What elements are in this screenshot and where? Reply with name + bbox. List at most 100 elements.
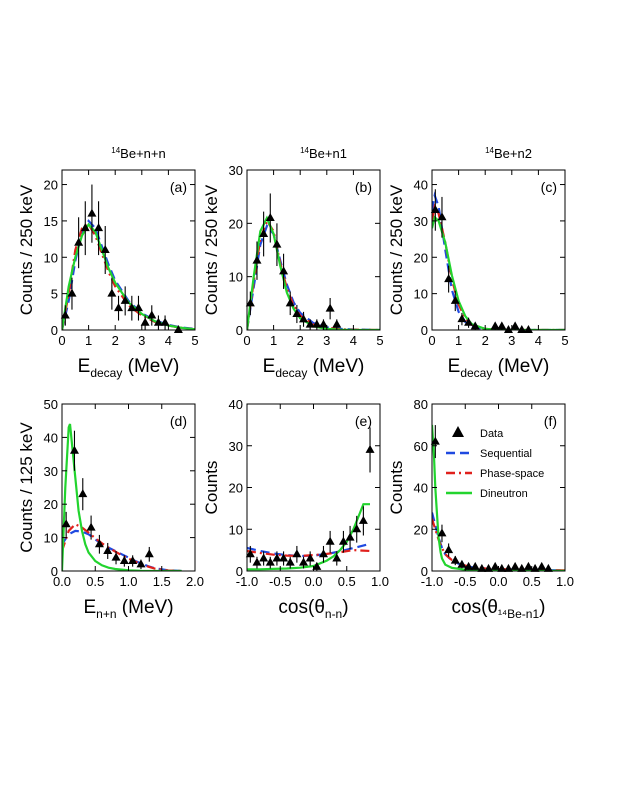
data-point-marker <box>272 553 282 562</box>
y-tick-label: 0 <box>236 323 243 338</box>
legend-data-marker <box>452 426 464 437</box>
legend: Data Sequential Phase-space Dineutron <box>446 426 544 500</box>
data-point-marker <box>285 298 295 307</box>
x-tick-label: 0.0 <box>304 574 322 589</box>
axes-frame <box>246 169 381 331</box>
data-point-marker <box>173 325 183 333</box>
data-point-marker <box>61 519 71 528</box>
title-mass-number: 14 <box>111 146 120 155</box>
x-label-tail: (MeV) <box>117 597 174 618</box>
panel-e: -1.0 -0.5 0.0 0.5 1.0 0 10 20 30 40 (e) cos(θn-n) Co… <box>202 397 389 621</box>
data-point-marker <box>332 319 342 328</box>
x-label-tail: (MeV) <box>122 356 179 377</box>
y-tick-label: 40 <box>229 397 243 412</box>
legend-entry-label: Data <box>480 428 504 440</box>
x-label-main: cos(θ <box>452 597 498 618</box>
data-point-marker <box>103 545 113 554</box>
data-point-marker <box>464 317 474 326</box>
x-tick-label: -1.0 <box>236 574 258 589</box>
x-tick-label: 0.5 <box>86 574 104 589</box>
data-point-marker <box>470 561 480 570</box>
y-tick-label: 60 <box>414 439 428 454</box>
data-point-marker <box>305 553 315 562</box>
data-point-marker <box>94 223 104 232</box>
data-point-marker <box>517 325 527 333</box>
chart-title: 14Be+n2 <box>485 146 532 161</box>
title-text: Be+n+n <box>120 146 166 161</box>
data-point-marker <box>437 212 447 221</box>
x-label-main: cos(θ <box>278 597 324 618</box>
data-point-marker <box>252 255 262 264</box>
y-tick-label: 40 <box>414 178 428 193</box>
x-tick-label: 0.5 <box>338 574 356 589</box>
y-tick-label: 10 <box>44 531 58 546</box>
data-point-marker <box>430 436 440 445</box>
axes-frame <box>431 169 566 331</box>
y-tick-label: 40 <box>414 481 428 496</box>
data-point-marker <box>87 208 97 217</box>
data-point-marker <box>100 245 110 253</box>
data-point-marker <box>80 223 90 232</box>
data-point-marker <box>153 317 163 326</box>
data-point-marker <box>450 295 460 304</box>
title-text: Be+n1 <box>309 146 347 161</box>
x-tick-label: 3 <box>508 333 515 348</box>
data-point-marker <box>144 549 154 558</box>
x-tick-label: -0.5 <box>454 574 476 589</box>
data-point-marker <box>365 444 375 453</box>
data-point-marker <box>127 303 137 312</box>
data-point-marker <box>299 557 309 566</box>
data-point-marker <box>490 561 500 570</box>
data-point-marker <box>133 303 143 312</box>
data-point-marker <box>265 213 275 221</box>
series-sequential-line <box>247 223 380 330</box>
x-label-tail: ) <box>539 597 545 618</box>
y-tick-label: 20 <box>414 250 428 265</box>
series-dineutron-line <box>62 222 195 330</box>
data-point-marker <box>259 229 269 237</box>
x-tick-label: -0.5 <box>269 574 291 589</box>
y-tick-label: 50 <box>44 397 58 412</box>
x-tick-label: 5 <box>191 333 198 348</box>
title-mass-number: 14 <box>300 146 309 155</box>
data-point-marker <box>312 319 322 328</box>
x-axis-label: Edecay (MeV) <box>448 356 550 380</box>
data-point-marker <box>111 552 121 561</box>
data-point-marker <box>245 298 255 307</box>
data-point-marker <box>312 561 322 570</box>
data-point-marker <box>318 549 328 558</box>
x-axis-label: Edecay (MeV) <box>263 356 365 380</box>
series-dineutron-line <box>432 215 565 330</box>
x-tick-label: 1 <box>270 333 277 348</box>
data-point-marker <box>497 563 507 572</box>
panel-label: (b) <box>355 179 372 195</box>
y-tick-label: 10 <box>229 522 243 537</box>
data-point-marker <box>358 515 368 524</box>
y-tick-label: 15 <box>44 214 58 229</box>
x-tick-label: 2 <box>482 333 489 348</box>
data-point-marker <box>464 561 474 570</box>
data-point-marker <box>107 288 117 297</box>
x-label-main: E <box>78 356 91 377</box>
data-point-marker <box>285 557 295 566</box>
data-point-marker <box>74 237 84 246</box>
y-tick-label: 80 <box>414 397 428 412</box>
chart-title: 14Be+n1 <box>300 146 347 161</box>
x-tick-label: 3 <box>323 333 330 348</box>
data-point-marker <box>279 266 289 275</box>
x-tick-label: -1.0 <box>421 574 443 589</box>
panel-label: (a) <box>170 179 187 195</box>
data-point-marker <box>490 321 500 330</box>
series-phase-space-line <box>247 218 380 330</box>
data-point-marker <box>259 553 269 562</box>
y-tick-label: 20 <box>414 522 428 537</box>
x-axis-label: Edecay (MeV) <box>78 356 180 380</box>
y-axis-label: Counts / 250 keV <box>387 184 406 315</box>
x-tick-label: 4 <box>350 333 357 348</box>
x-axis-label: cos(θ¹⁴Be-n1) <box>452 597 546 621</box>
y-tick-label: 0 <box>236 564 243 579</box>
data-point-marker <box>160 317 170 326</box>
data-point-marker <box>332 553 342 562</box>
x-tick-label: 0 <box>428 333 435 348</box>
y-tick-label: 30 <box>44 464 58 479</box>
